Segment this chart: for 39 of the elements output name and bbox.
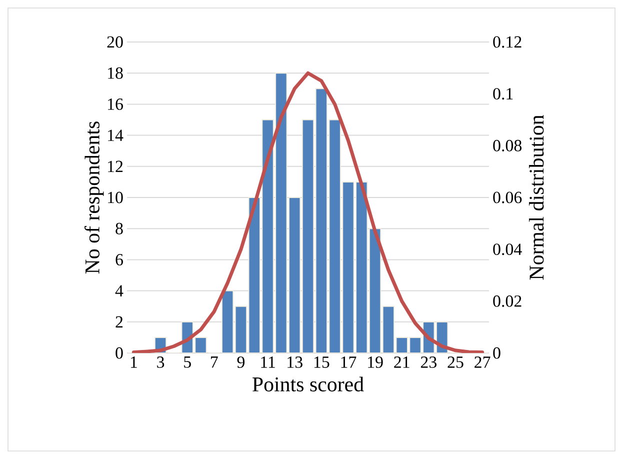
x-tick-label: 5 (184, 356, 191, 368)
x-tick-label: 3 (157, 356, 164, 368)
y2-tick-label: 0.08 (493, 140, 522, 152)
y-tick-label: 8 (116, 222, 123, 234)
bar (328, 119, 341, 353)
y-tick-label: 14 (108, 130, 124, 141)
x-tick-label: 13 (288, 356, 302, 368)
y2-tick-label: 0.06 (493, 192, 522, 204)
y2-tick-label: 0.1 (493, 88, 513, 100)
y2-tick-label: 0.12 (493, 36, 522, 48)
x-tick-label: 17 (341, 356, 356, 368)
x-axis-title: Points scored (252, 376, 364, 392)
x-tick-label: 25 (448, 356, 464, 368)
y-tick-label: 16 (108, 98, 123, 110)
line-series (132, 71, 484, 353)
x-tick-label: 27 (474, 356, 490, 368)
y2-tick-label: 0 (493, 347, 500, 359)
y-tick-label: 12 (108, 160, 123, 172)
y-tick-label: 4 (115, 285, 124, 296)
y-tick-label: 20 (107, 36, 123, 48)
x-tick-label: 19 (368, 356, 383, 368)
y-tick-label: 2 (116, 316, 123, 328)
x-tick-label: 9 (237, 356, 245, 368)
x-tick-label: 21 (394, 356, 410, 368)
x-tick-label: 7 (211, 356, 218, 368)
y-axis-title: No of respondents (84, 122, 104, 274)
x-tick-label: 15 (314, 356, 330, 368)
y2-axis-title: Normal distribution (529, 114, 544, 280)
bar (275, 72, 288, 353)
y2-tick-label: 0.04 (493, 244, 522, 256)
x-tick-label: 23 (420, 356, 436, 368)
y-tick-label: 18 (108, 67, 123, 79)
y-tick-label: 0 (116, 347, 123, 359)
y-tick-label: 10 (108, 192, 123, 204)
y-tick-label: 6 (116, 254, 123, 266)
x-tick-label: 1 (130, 356, 137, 368)
bar (342, 181, 354, 353)
y2-tick-label: 0.02 (493, 295, 522, 307)
x-tick-label: 11 (261, 356, 275, 368)
